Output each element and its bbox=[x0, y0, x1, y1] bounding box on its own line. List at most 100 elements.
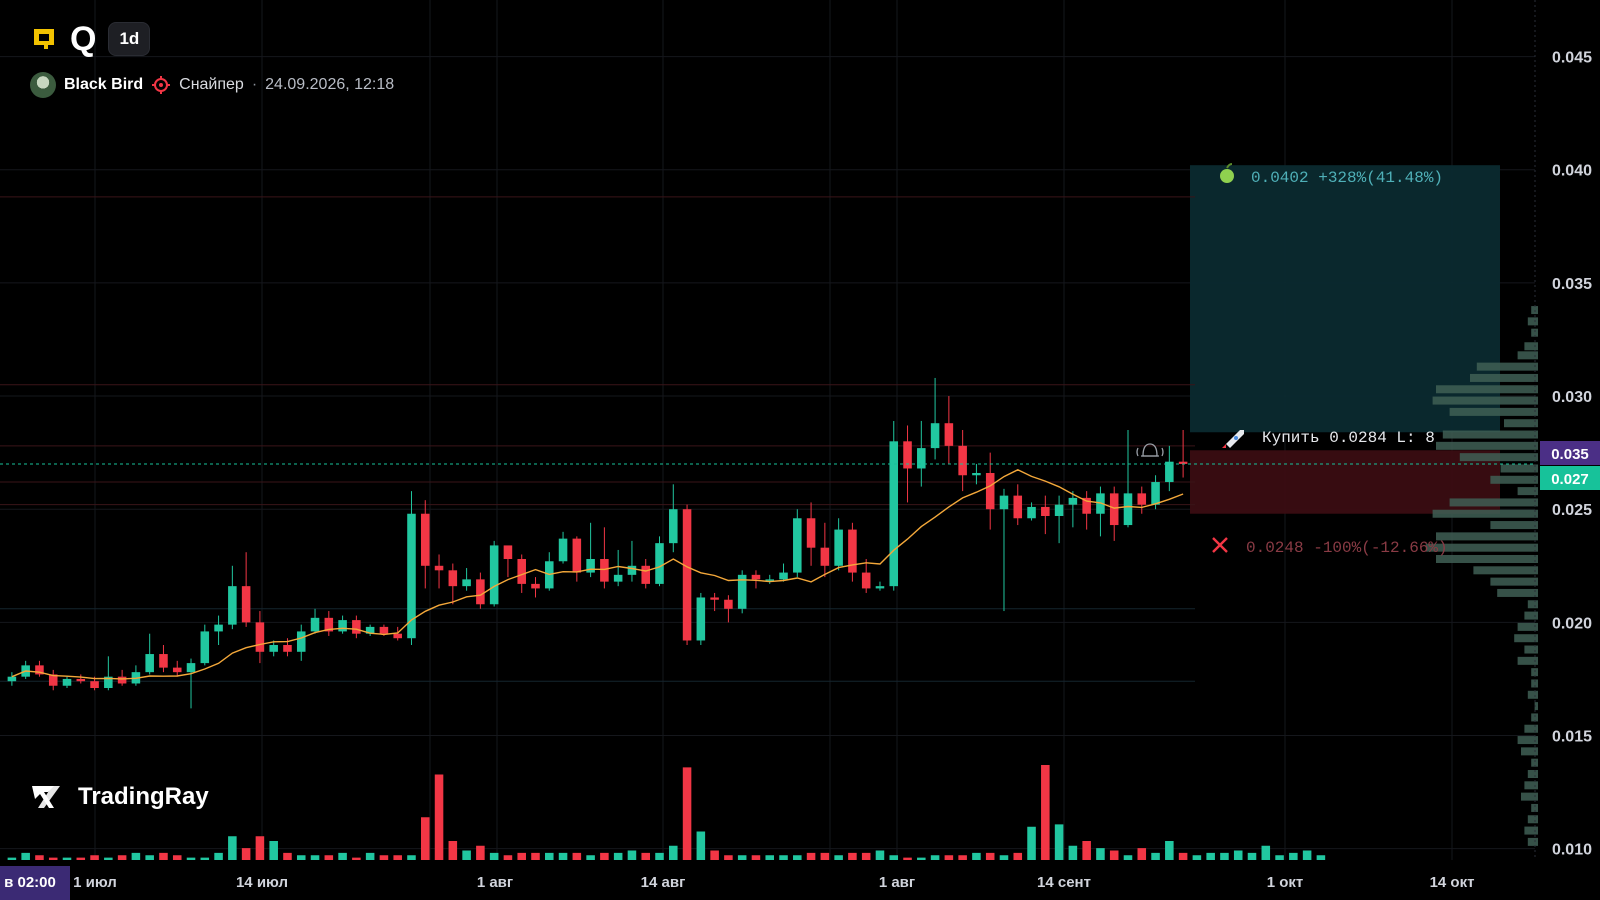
volume-bar bbox=[779, 855, 788, 860]
volume-bar bbox=[1220, 852, 1229, 860]
candle-body bbox=[985, 473, 995, 510]
candle-body bbox=[407, 513, 416, 639]
volume-bar bbox=[1082, 841, 1091, 860]
volume-profile-bar bbox=[1432, 509, 1538, 518]
timeframe-button[interactable]: 1d bbox=[108, 22, 151, 56]
author-line: Black Bird Снайпер · 24.09.2026, 12:18 bbox=[30, 72, 394, 98]
volume-profile-bar bbox=[1521, 792, 1538, 801]
candle-body bbox=[806, 518, 816, 548]
candle-body bbox=[48, 674, 58, 686]
volume-profile-bar bbox=[1531, 328, 1538, 337]
volume-profile-bar bbox=[1517, 656, 1538, 665]
volume-profile-bar bbox=[1425, 543, 1538, 552]
volume-bar bbox=[283, 852, 292, 860]
candle-body bbox=[310, 617, 320, 632]
volume-profile-bar bbox=[1531, 803, 1538, 812]
candle-body bbox=[972, 473, 981, 476]
volume-profile-bar bbox=[1517, 736, 1538, 745]
stop-label[interactable]: 0.0248 -100%(-12.66%) bbox=[1212, 537, 1448, 557]
candle-body bbox=[145, 654, 154, 673]
volume-bar bbox=[131, 852, 141, 860]
volume-bar bbox=[641, 852, 650, 860]
volume-bar bbox=[1261, 845, 1271, 860]
volume-profile-bar bbox=[1476, 362, 1538, 371]
strategy-name: Снайпер bbox=[179, 76, 244, 93]
volume-bar bbox=[930, 855, 940, 860]
volume-bar bbox=[1233, 850, 1243, 860]
candle-body bbox=[558, 538, 568, 562]
volume-profile-bar bbox=[1524, 826, 1538, 835]
volume-bar bbox=[572, 852, 582, 860]
candle-body bbox=[489, 545, 499, 605]
price-axis-label: 0.040 bbox=[1552, 163, 1592, 180]
candle-body bbox=[944, 423, 954, 446]
volume-bar bbox=[1192, 855, 1202, 860]
volume-bar bbox=[241, 848, 251, 860]
volume-bar bbox=[1054, 824, 1064, 860]
volume-bar bbox=[600, 852, 609, 860]
volume-profile-bar bbox=[1531, 679, 1538, 688]
volume-bar bbox=[338, 852, 347, 860]
candle-body bbox=[200, 631, 210, 664]
volume-bar bbox=[558, 852, 568, 860]
volume-profile-bar bbox=[1527, 770, 1538, 778]
entry-price-text: Купить 0.0284 L: 8 bbox=[1262, 429, 1435, 447]
candle-body bbox=[696, 597, 706, 641]
candle-body bbox=[338, 620, 347, 632]
volume-bar bbox=[448, 841, 458, 860]
volume-profile-bar bbox=[1490, 475, 1538, 484]
volume-bar bbox=[1165, 841, 1174, 860]
candle-body bbox=[35, 665, 44, 675]
time-cursor-badge bbox=[0, 866, 70, 900]
candle-body bbox=[1165, 461, 1174, 483]
volume-bar bbox=[7, 857, 17, 860]
target-label[interactable]: 0.0402 +328%(41.48%) bbox=[1220, 163, 1443, 187]
volume-bar bbox=[1041, 765, 1050, 860]
volume-profile-bar bbox=[1442, 430, 1538, 439]
time-axis-label: 14 июл bbox=[236, 874, 288, 891]
volume-bar bbox=[1275, 855, 1284, 860]
volume-profile bbox=[1425, 306, 1538, 846]
volume-bar bbox=[1302, 850, 1312, 860]
volume-profile-bar bbox=[1514, 634, 1538, 643]
avatar[interactable] bbox=[30, 72, 56, 98]
volume-profile-bar bbox=[1449, 407, 1538, 416]
volume-bar bbox=[1109, 850, 1119, 860]
stop-zone[interactable] bbox=[1190, 450, 1500, 514]
candle-body bbox=[682, 509, 692, 641]
volume-profile-bar bbox=[1500, 464, 1538, 473]
volume-profile-bar bbox=[1527, 690, 1538, 699]
volume-bar bbox=[1068, 845, 1078, 860]
candle-body bbox=[531, 583, 540, 589]
time-axis-label: 1 окт bbox=[1267, 874, 1304, 891]
volume-bar bbox=[999, 855, 1009, 860]
candle-body bbox=[393, 633, 402, 639]
candle-body bbox=[737, 574, 747, 609]
author-name[interactable]: Black Bird bbox=[64, 76, 144, 93]
volume-bar bbox=[296, 855, 306, 860]
candle-body bbox=[930, 423, 940, 449]
volume-bar bbox=[324, 855, 334, 860]
volume-profile-bar bbox=[1432, 396, 1538, 405]
volume-profile-bar bbox=[1436, 441, 1538, 450]
volume-bar bbox=[434, 774, 444, 860]
volume-profile-bar bbox=[1527, 837, 1538, 846]
volume-bar bbox=[1123, 855, 1133, 860]
price-axis-label: 0.020 bbox=[1552, 615, 1592, 632]
volume-bar bbox=[751, 855, 761, 860]
entry-label[interactable]: Купить 0.0284 L: 8 bbox=[1222, 429, 1435, 448]
price-axis-label: 0.025 bbox=[1552, 502, 1592, 519]
volume-bar bbox=[517, 852, 526, 860]
candle-body bbox=[917, 448, 926, 469]
volume-bar bbox=[889, 855, 899, 860]
volume-bar bbox=[944, 855, 954, 860]
volume-bar bbox=[737, 855, 747, 860]
header: Q 1d bbox=[30, 22, 151, 56]
candle-body bbox=[324, 617, 334, 632]
candle-body bbox=[669, 509, 678, 544]
time-axis-label: 1 авг bbox=[477, 874, 513, 891]
volume-bar bbox=[613, 852, 623, 860]
alert-bell-icon[interactable] bbox=[1136, 443, 1164, 457]
volume-bars bbox=[7, 765, 1326, 860]
